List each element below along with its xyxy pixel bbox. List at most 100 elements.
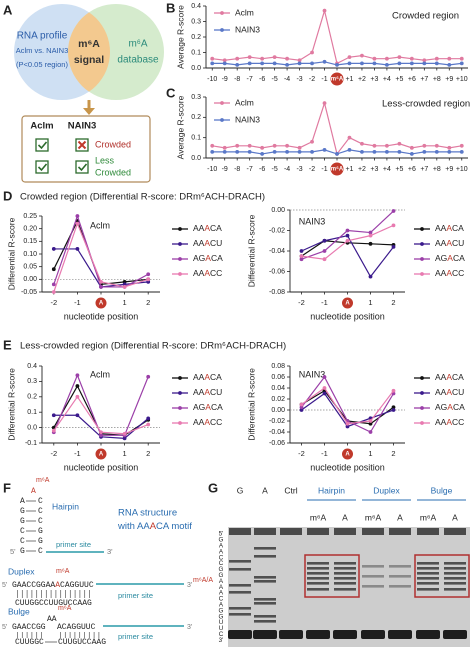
data-point (222, 61, 227, 66)
lane-label: A (342, 512, 348, 522)
data-point (299, 254, 304, 259)
x-tick-label: +9 (445, 76, 453, 83)
data-point (51, 413, 56, 418)
legend-marker (178, 242, 182, 246)
data-point (360, 61, 364, 66)
data-point (272, 55, 277, 60)
legend-label: NAIN3 (235, 24, 260, 34)
data-point (310, 50, 314, 55)
gel-band (307, 582, 329, 585)
x-tick-label: 2 (146, 298, 150, 307)
y-tick-label: 0.2 (27, 394, 37, 401)
data-point (260, 152, 265, 156)
data-point (335, 152, 339, 156)
sequence-base: 5' (219, 531, 224, 538)
data-point (391, 209, 396, 213)
data-point (99, 430, 103, 435)
gel-band (254, 598, 276, 601)
legend-marker (178, 257, 182, 261)
gel-band (416, 630, 440, 639)
data-point (345, 228, 350, 233)
panel-label: B (166, 0, 175, 15)
primer-label: primer site (56, 540, 91, 549)
y-axis-label: Differential R-score (6, 368, 16, 441)
y-tick-label: 0.20 (23, 226, 37, 233)
data-point (397, 141, 402, 146)
y-tick-label: 0.05 (23, 264, 37, 271)
data-point (459, 61, 464, 66)
sequence: CUUGUCCAAG (58, 638, 106, 647)
x-tick-label: +1 (345, 166, 353, 173)
data-point (347, 61, 352, 66)
series-line (53, 373, 149, 436)
y-tick-label: 0.10 (23, 251, 37, 258)
x-tick-label: -2 (309, 166, 315, 173)
y-tick-label: 0.1 (27, 409, 37, 416)
x-tick-label: +4 (383, 76, 391, 83)
y-tick-label: -0.05 (21, 289, 37, 296)
sequence-base: C (219, 596, 224, 603)
data-point (372, 150, 377, 154)
x-tick-label: -1 (321, 449, 328, 458)
y-axis-label: Differential R-score (246, 214, 256, 287)
gel-band (334, 582, 356, 585)
data-point (75, 394, 80, 399)
sequence-base: A (219, 548, 224, 555)
data-point (422, 143, 427, 148)
x-tick-label: -1 (74, 298, 81, 307)
gel-band (254, 576, 276, 579)
gel-band (444, 588, 466, 591)
legend-label: AAACU (193, 238, 222, 248)
legend-label: AAACA (435, 372, 464, 382)
base: G (38, 527, 43, 536)
data-point (345, 421, 350, 426)
legend-marker (178, 227, 182, 231)
data-point (247, 61, 252, 66)
data-point (122, 431, 127, 436)
chart-title: NAIN3 (299, 216, 326, 226)
x-tick-label: -4 (284, 76, 290, 83)
lane-label: m⁶A (420, 512, 437, 522)
data-point (322, 8, 327, 13)
annotation: Less-crowded region (382, 99, 470, 110)
gel-band (444, 567, 466, 570)
gel-band (254, 620, 276, 623)
base: G (20, 517, 25, 526)
data-point (235, 150, 240, 154)
cross-icon (77, 140, 87, 150)
data-point (310, 139, 314, 144)
data-point (434, 61, 439, 66)
legend-marker (178, 391, 182, 395)
y-axis-label: Average R-score (175, 95, 185, 159)
data-point (397, 150, 402, 154)
chart-title: Aclm (90, 220, 110, 230)
structure-label: Bulge (8, 606, 30, 616)
data-point (385, 150, 389, 154)
x-tick-label: -9 (222, 76, 228, 83)
data-point (146, 272, 151, 277)
data-point (51, 428, 56, 433)
legend-label: NAIN3 (235, 114, 260, 124)
data-point (322, 375, 327, 379)
x-tick-label: -4 (284, 166, 290, 173)
venn-text: Aclm vs. NAIN3 (16, 46, 69, 55)
gel-well (334, 528, 356, 535)
legend-marker (220, 11, 224, 15)
x-tick-label: +8 (433, 76, 441, 83)
gel-band (254, 555, 276, 558)
y-tick-label: 0.1 (191, 49, 201, 56)
base: C (38, 507, 43, 516)
data-point (146, 277, 151, 282)
loop-base: A (31, 487, 36, 496)
x-tick-label: -3 (296, 166, 302, 173)
sequence-base: G (219, 613, 224, 620)
data-point (297, 58, 302, 63)
gel-band (417, 562, 439, 565)
data-point (146, 374, 151, 379)
panel-label: D (3, 188, 12, 203)
x-tick-label: -1 (321, 166, 327, 173)
data-point (391, 223, 396, 228)
data-point (75, 413, 80, 418)
data-point (210, 150, 215, 154)
